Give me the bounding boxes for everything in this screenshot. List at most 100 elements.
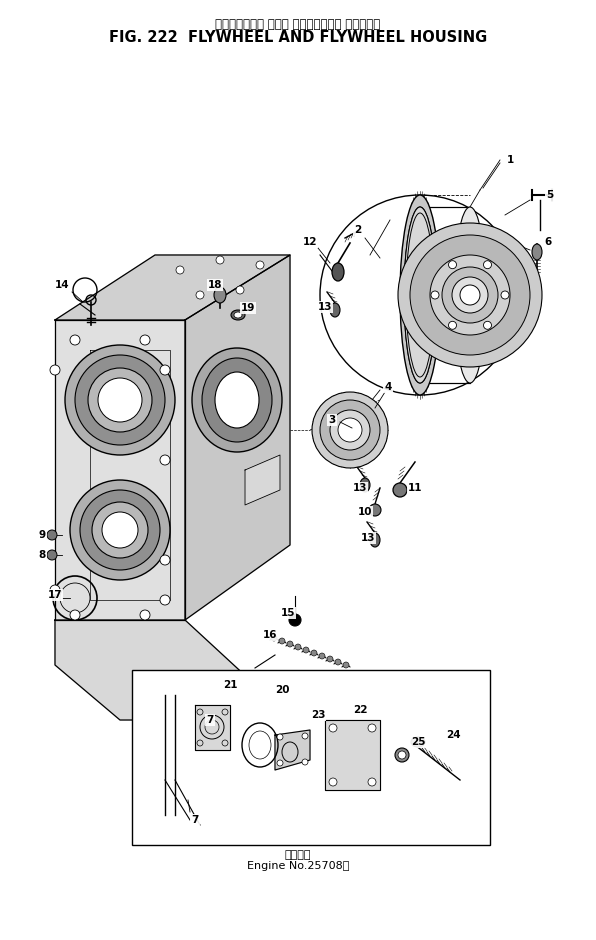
Ellipse shape (449, 260, 457, 269)
Ellipse shape (80, 490, 160, 570)
Ellipse shape (231, 310, 245, 320)
Ellipse shape (360, 478, 370, 492)
Ellipse shape (214, 287, 226, 303)
Text: 11: 11 (408, 483, 422, 493)
Ellipse shape (411, 737, 425, 747)
Text: 20: 20 (275, 685, 289, 695)
Ellipse shape (400, 195, 440, 395)
Text: 13: 13 (318, 302, 332, 312)
Bar (132, 670, 490, 845)
Ellipse shape (75, 355, 165, 445)
Ellipse shape (431, 291, 439, 299)
Text: 1: 1 (507, 155, 514, 165)
Polygon shape (245, 455, 280, 505)
Ellipse shape (330, 410, 370, 450)
Ellipse shape (160, 365, 170, 375)
Text: 7: 7 (191, 815, 198, 825)
Ellipse shape (410, 235, 530, 355)
Text: 6: 6 (544, 237, 552, 247)
Ellipse shape (311, 650, 317, 656)
Ellipse shape (160, 595, 170, 605)
Text: 23: 23 (311, 710, 325, 720)
Ellipse shape (271, 635, 277, 641)
Text: 2: 2 (355, 225, 362, 235)
Text: 19: 19 (241, 303, 255, 313)
Ellipse shape (289, 614, 301, 626)
Ellipse shape (483, 321, 492, 329)
Ellipse shape (65, 345, 175, 455)
Text: 7: 7 (206, 715, 214, 725)
Ellipse shape (395, 748, 409, 762)
Text: 22: 22 (353, 705, 367, 715)
Ellipse shape (319, 653, 325, 659)
Polygon shape (325, 720, 380, 790)
Text: 17: 17 (48, 590, 63, 600)
Ellipse shape (454, 207, 486, 383)
Text: 5: 5 (547, 190, 554, 200)
Text: 3: 3 (328, 415, 336, 425)
Ellipse shape (393, 483, 407, 497)
Ellipse shape (236, 286, 244, 294)
Ellipse shape (501, 291, 509, 299)
Ellipse shape (335, 659, 341, 665)
Polygon shape (55, 320, 185, 620)
Text: 18: 18 (208, 280, 222, 290)
Ellipse shape (430, 255, 510, 335)
Ellipse shape (196, 291, 204, 299)
Ellipse shape (215, 372, 259, 428)
Ellipse shape (329, 724, 337, 732)
Ellipse shape (343, 662, 349, 668)
Ellipse shape (449, 321, 457, 329)
Ellipse shape (404, 207, 436, 383)
Ellipse shape (368, 778, 376, 786)
Text: 9: 9 (38, 530, 45, 540)
Ellipse shape (398, 751, 406, 759)
Ellipse shape (532, 244, 542, 260)
Polygon shape (55, 620, 250, 720)
Ellipse shape (47, 550, 57, 560)
Ellipse shape (277, 760, 283, 766)
Ellipse shape (329, 778, 337, 786)
Ellipse shape (140, 335, 150, 345)
Ellipse shape (50, 365, 60, 375)
Ellipse shape (338, 418, 362, 442)
Text: 4: 4 (384, 382, 392, 392)
Ellipse shape (140, 610, 150, 620)
Ellipse shape (216, 256, 224, 264)
Ellipse shape (279, 638, 285, 644)
Text: FIG. 222  FLYWHEEL AND FLYWHEEL HOUSING: FIG. 222 FLYWHEEL AND FLYWHEEL HOUSING (109, 30, 487, 45)
Ellipse shape (398, 223, 542, 367)
Ellipse shape (327, 656, 333, 662)
Ellipse shape (256, 261, 264, 269)
Ellipse shape (160, 455, 170, 465)
Ellipse shape (88, 368, 152, 432)
Polygon shape (195, 705, 230, 750)
Ellipse shape (102, 512, 138, 548)
Ellipse shape (369, 504, 381, 516)
Ellipse shape (302, 733, 308, 739)
Polygon shape (55, 255, 290, 320)
Ellipse shape (234, 312, 242, 318)
Ellipse shape (312, 392, 388, 468)
Ellipse shape (483, 260, 492, 269)
Text: 14: 14 (55, 280, 69, 290)
Ellipse shape (70, 335, 80, 345)
Text: 10: 10 (358, 507, 372, 517)
Ellipse shape (47, 530, 57, 540)
Ellipse shape (70, 610, 80, 620)
Text: 13: 13 (361, 533, 375, 543)
Ellipse shape (176, 266, 184, 274)
Ellipse shape (460, 285, 480, 305)
Text: 8: 8 (38, 550, 46, 560)
Text: 15: 15 (281, 608, 295, 618)
Polygon shape (275, 730, 310, 770)
Ellipse shape (370, 533, 380, 547)
Ellipse shape (160, 555, 170, 565)
Ellipse shape (368, 724, 376, 732)
Ellipse shape (295, 644, 301, 650)
Ellipse shape (70, 480, 170, 580)
Ellipse shape (332, 263, 344, 281)
Ellipse shape (287, 641, 293, 647)
Ellipse shape (330, 303, 340, 317)
Ellipse shape (50, 585, 60, 595)
